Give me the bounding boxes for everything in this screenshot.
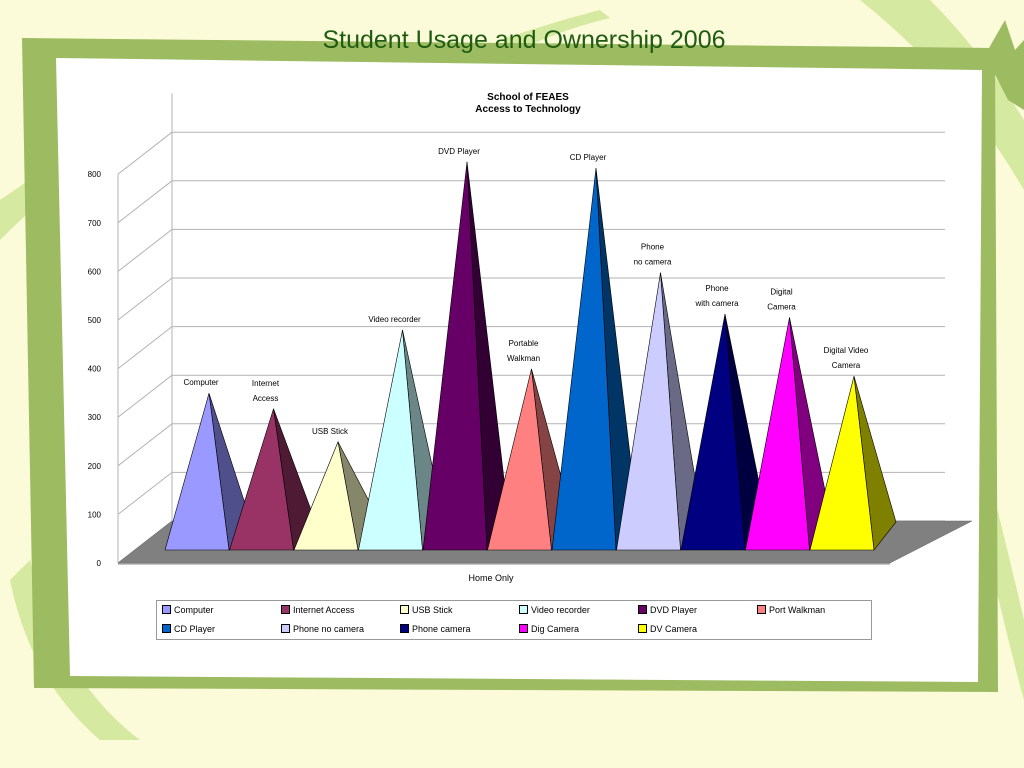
- data-label: Internet: [252, 379, 280, 388]
- data-label: Camera: [832, 361, 861, 370]
- gridline-diagonal: [117, 229, 173, 272]
- legend-swatch: [281, 624, 290, 634]
- pyramid-front-face: [293, 440, 359, 551]
- pyramid-front-face: [487, 368, 552, 551]
- legend-swatch: [638, 624, 647, 634]
- leaf-top-right: [985, 20, 1024, 110]
- gridline-diagonal: [117, 180, 173, 224]
- data-label: DVD Player: [438, 147, 480, 156]
- pyramid-front-face: [680, 313, 746, 551]
- legend-label: Video recorder: [531, 605, 590, 615]
- legend-label: DVD Player: [650, 605, 698, 615]
- chart-labels: Computer Internet Access USB Stick Video rec…: [183, 147, 868, 436]
- pyramid-front-face: [164, 393, 230, 551]
- legend-label: Internet Access: [293, 605, 355, 615]
- legend-item: Dig Camera: [519, 622, 579, 636]
- legend-label: USB Stick: [412, 605, 453, 615]
- pyramid-front-face: [422, 161, 488, 551]
- pyramid-front-face: [229, 408, 294, 551]
- y-tick-label: 300: [88, 413, 102, 422]
- pyramid: [422, 161, 510, 551]
- legend-item: USB Stick: [400, 603, 453, 617]
- legend-item: Video recorder: [519, 603, 590, 617]
- legend-label: Phone camera: [412, 624, 471, 634]
- x-axis-label: Home Only: [468, 573, 514, 583]
- y-tick-label: 200: [88, 462, 102, 471]
- pyramid: [229, 408, 316, 551]
- pyramid: [809, 376, 897, 551]
- chart-title: School of FEAES: [487, 92, 569, 103]
- y-tick-label: 700: [88, 219, 102, 228]
- gridline-diagonal: [117, 326, 173, 369]
- legend-swatch: [162, 605, 171, 615]
- legend-label: CD Player: [174, 624, 216, 634]
- data-label: Computer: [183, 378, 218, 387]
- data-label: Portable: [509, 339, 539, 348]
- legend-label: Dig Camera: [531, 624, 580, 634]
- chart-legend: Computer Internet Access USB Stick Video re…: [156, 600, 872, 640]
- legend-swatch: [757, 605, 766, 615]
- data-label: USB Stick: [312, 427, 349, 436]
- y-tick-label: 500: [88, 316, 102, 325]
- chart-pyramids: [164, 161, 897, 551]
- pyramid-front-face: [809, 376, 875, 551]
- data-label: Video recorder: [368, 315, 421, 324]
- gridline-diagonal: [117, 131, 173, 175]
- gridline-diagonal: [117, 472, 173, 515]
- slide-title: Student Usage and Ownership 2006: [322, 26, 726, 54]
- data-label: Phone: [641, 243, 665, 252]
- legend-label: DV Camera: [650, 624, 698, 634]
- data-label: Phone: [705, 284, 729, 293]
- legend-label: Port Walkman: [769, 605, 826, 615]
- legend-item: Port Walkman: [757, 603, 825, 617]
- legend-label: Computer: [174, 605, 214, 615]
- y-tick-label: 400: [88, 365, 102, 374]
- data-label: with camera: [694, 299, 739, 308]
- data-label: Walkman: [507, 354, 540, 363]
- pyramid: [745, 317, 832, 551]
- legend-item: Internet Access: [281, 603, 355, 617]
- legend-item: CD Player: [162, 622, 215, 636]
- y-tick-label: 600: [88, 267, 102, 276]
- data-label: CD Player: [570, 153, 607, 162]
- y-tick-label: 100: [88, 510, 102, 519]
- legend-swatch: [400, 605, 409, 615]
- legend-item: Computer: [162, 603, 214, 617]
- legend-swatch: [400, 624, 409, 634]
- pyramid-front-face: [616, 272, 681, 551]
- data-label: Digital: [770, 287, 792, 296]
- pyramid-front-face: [358, 329, 423, 551]
- legend-label: Phone no camera: [293, 624, 365, 634]
- legend-swatch: [281, 605, 290, 615]
- data-label: Access: [253, 394, 279, 403]
- gridline-diagonal: [117, 374, 173, 418]
- legend-item: DVD Player: [638, 603, 697, 617]
- legend-item: DV Camera: [638, 622, 697, 636]
- legend-swatch: [519, 624, 528, 634]
- legend-swatch: [519, 605, 528, 615]
- pyramid: [551, 168, 639, 551]
- pyramid-front-face: [551, 168, 617, 551]
- y-tick-label: 0: [97, 559, 102, 568]
- legend-item: Phone no camera: [281, 622, 364, 636]
- pyramid: [164, 393, 252, 551]
- legend-swatch: [638, 605, 647, 615]
- gridline-diagonal: [117, 423, 173, 467]
- data-label: Camera: [767, 302, 796, 311]
- legend-item: Phone camera: [400, 622, 471, 636]
- legend-swatch: [162, 624, 171, 634]
- y-tick-label: 800: [88, 170, 102, 179]
- data-label: Digital Video: [824, 346, 869, 355]
- chart-subtitle: Access to Technology: [475, 104, 581, 115]
- pyramid-front-face: [745, 317, 810, 551]
- data-label: no camera: [634, 258, 672, 267]
- swoosh-top: [500, 10, 610, 50]
- gridline-diagonal: [117, 277, 173, 321]
